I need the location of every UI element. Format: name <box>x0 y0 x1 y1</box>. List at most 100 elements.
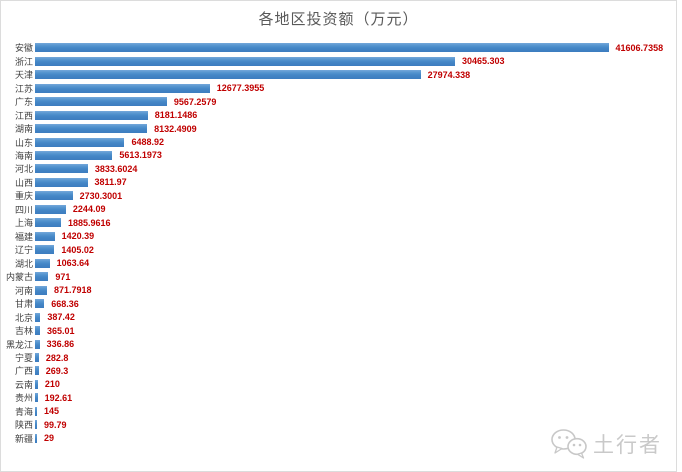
bar[interactable] <box>35 393 38 403</box>
bar-row: 新疆 29 <box>1 432 676 445</box>
bar-area: 41606.7358 <box>35 41 676 54</box>
category-label: 河南 <box>14 285 33 296</box>
value-label: 1420.39 <box>61 231 95 242</box>
bar[interactable] <box>35 272 49 282</box>
bar-area: 9567.2579 <box>35 95 676 108</box>
value-label: 27974.338 <box>427 69 471 80</box>
bar-row: 陕西 99.79 <box>1 418 676 431</box>
bar[interactable] <box>35 164 88 174</box>
bar-row: 甘肃 668.36 <box>1 297 676 310</box>
bar-area: 6488.92 <box>35 135 676 148</box>
category-label: 海南 <box>14 150 33 161</box>
bar[interactable] <box>35 70 421 80</box>
value-label: 1885.9616 <box>67 217 111 228</box>
bar[interactable] <box>35 366 39 376</box>
bar[interactable] <box>35 137 125 147</box>
bar-row: 北京 387.42 <box>1 310 676 323</box>
bar-row: 福建 1420.39 <box>1 230 676 243</box>
bar-row: 内蒙古 971 <box>1 270 676 283</box>
value-label: 192.61 <box>44 392 73 403</box>
bar-area: 336.86 <box>35 337 676 350</box>
bar[interactable] <box>35 258 50 268</box>
value-label: 145 <box>44 406 60 417</box>
bar-row: 宁夏 282.8 <box>1 351 676 364</box>
category-label: 内蒙古 <box>5 272 33 283</box>
category-label: 青海 <box>14 406 33 417</box>
value-label: 668.36 <box>51 298 79 309</box>
bar[interactable] <box>35 56 455 66</box>
bar-area: 8132.4909 <box>35 122 676 135</box>
bar[interactable] <box>35 124 148 134</box>
bar-row: 山西 3811.97 <box>1 176 676 189</box>
bar-area: 1885.9616 <box>35 216 676 229</box>
category-label: 广东 <box>14 97 33 108</box>
value-label: 8132.4909 <box>154 123 197 134</box>
bar-row: 青海 145 <box>1 405 676 418</box>
bar-row: 海南 5613.1973 <box>1 149 676 162</box>
bar-area: 12677.3955 <box>35 81 676 94</box>
bar[interactable] <box>35 312 41 322</box>
bar[interactable] <box>35 245 55 255</box>
bar-row: 广东 9567.2579 <box>1 95 676 108</box>
category-label: 湖南 <box>14 124 33 135</box>
value-label: 365.01 <box>47 325 75 336</box>
value-label: 3811.97 <box>94 177 127 188</box>
bar-area: 269.3 <box>35 364 676 377</box>
bar-row: 辽宁 1405.02 <box>1 243 676 256</box>
bar[interactable] <box>35 150 113 160</box>
bar-row: 吉林 365.01 <box>1 324 676 337</box>
bar-area: 1405.02 <box>35 243 676 256</box>
bar[interactable] <box>35 406 37 416</box>
bar-area: 30465.303 <box>35 54 676 67</box>
bar[interactable] <box>35 433 37 443</box>
bar[interactable] <box>35 326 41 336</box>
bar[interactable] <box>35 110 148 120</box>
category-label: 北京 <box>14 312 33 323</box>
bar[interactable] <box>35 191 73 201</box>
watermark-text: 土行者 <box>593 432 662 457</box>
bar-area: 29 <box>35 432 676 445</box>
category-label: 辽宁 <box>14 245 33 256</box>
bar[interactable] <box>35 339 40 349</box>
value-label: 8181.1486 <box>154 110 198 121</box>
bar-row: 天津 27974.338 <box>1 68 676 81</box>
bar-row: 河南 871.7918 <box>1 283 676 296</box>
category-label: 江苏 <box>14 83 33 94</box>
bar[interactable] <box>35 420 37 430</box>
value-label: 269.3 <box>45 365 69 376</box>
bar[interactable] <box>35 231 55 241</box>
category-label: 四川 <box>14 204 33 215</box>
bar-row: 山东 6488.92 <box>1 135 676 148</box>
bar-row: 重庆 2730.3001 <box>1 189 676 202</box>
bar[interactable] <box>35 83 210 93</box>
bar[interactable] <box>35 177 88 187</box>
category-label: 山东 <box>14 137 33 148</box>
bar[interactable] <box>35 285 48 295</box>
bar-area: 668.36 <box>35 297 676 310</box>
category-label: 福建 <box>14 231 33 242</box>
bar-row: 上海 1885.9616 <box>1 216 676 229</box>
bar[interactable] <box>35 299 45 309</box>
bar[interactable] <box>35 379 38 389</box>
category-label: 浙江 <box>14 56 33 67</box>
bar[interactable] <box>35 43 609 53</box>
bar-row: 江西 8181.1486 <box>1 108 676 121</box>
bar[interactable] <box>35 204 66 214</box>
category-label: 安徽 <box>14 43 33 54</box>
bar-row: 贵州 192.61 <box>1 391 676 404</box>
value-label: 29 <box>44 433 55 444</box>
bar-area: 192.61 <box>35 391 676 404</box>
bar[interactable] <box>35 353 39 363</box>
bar-row: 云南 210 <box>1 378 676 391</box>
value-label: 2244.09 <box>72 204 106 215</box>
bar[interactable] <box>35 218 61 228</box>
value-label: 6488.92 <box>131 137 164 148</box>
value-label: 1063.64 <box>56 258 90 269</box>
bar-area: 3811.97 <box>35 176 676 189</box>
bar-rows: 安徽 41606.7358 浙江 30465.303 天津 27974.338 江苏 1267… <box>1 41 676 445</box>
bar[interactable] <box>35 97 167 107</box>
value-label: 971 <box>55 271 71 282</box>
value-label: 41606.7358 <box>615 42 664 53</box>
watermark: 土行者 <box>550 428 662 459</box>
